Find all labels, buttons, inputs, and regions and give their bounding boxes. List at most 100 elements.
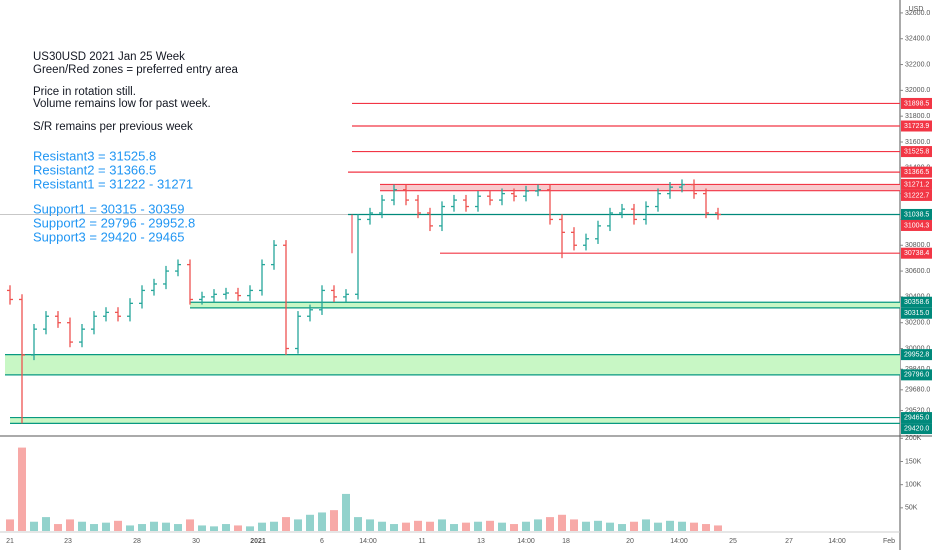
volume-bar bbox=[294, 519, 302, 531]
volume-bar bbox=[366, 519, 374, 531]
volume-bar bbox=[426, 521, 434, 531]
price-badge bbox=[901, 178, 932, 190]
level-note: Resistant2 = 31366.5 bbox=[33, 162, 156, 177]
price-badge bbox=[901, 146, 932, 158]
price-badge-label: 31038.5 bbox=[904, 211, 929, 218]
volume-bar bbox=[402, 522, 410, 531]
x-tick-label: 21 bbox=[6, 538, 14, 545]
y-tick-label: 30000.0 bbox=[905, 345, 930, 352]
note: Volume remains low for past week. bbox=[33, 98, 211, 110]
price-badge-label: 31004.3 bbox=[904, 222, 929, 229]
volume-bar bbox=[282, 517, 290, 531]
volume-bar bbox=[678, 521, 686, 531]
volume-bar bbox=[534, 519, 542, 531]
volume-bar bbox=[342, 493, 350, 531]
volume-bar bbox=[66, 519, 74, 531]
price-badge-label: 29420.0 bbox=[904, 425, 929, 432]
price-badge bbox=[901, 166, 932, 178]
volume-bar bbox=[438, 519, 446, 531]
volume-bar bbox=[198, 525, 206, 531]
y-tick-label: 30800.0 bbox=[905, 242, 930, 249]
price-badge bbox=[901, 369, 932, 381]
zone bbox=[190, 302, 900, 308]
x-tick-label: 30 bbox=[192, 538, 200, 545]
volume-bar bbox=[162, 522, 170, 531]
x-tick-label: 14:00 bbox=[670, 538, 688, 545]
volume-bar bbox=[570, 519, 578, 531]
volume-bar bbox=[150, 521, 158, 531]
x-tick-label: 23 bbox=[64, 538, 72, 545]
volume-bar bbox=[582, 521, 590, 531]
volume-bar bbox=[702, 524, 710, 531]
volume-bar bbox=[462, 522, 470, 531]
volume-bar bbox=[6, 519, 14, 531]
volume-bar bbox=[630, 521, 638, 531]
volume-bar bbox=[618, 524, 626, 531]
note: Green/Red zones = preferred entry area bbox=[33, 64, 238, 76]
volume-bar bbox=[30, 521, 38, 531]
price-badge bbox=[901, 219, 932, 231]
x-tick-label: 18 bbox=[562, 538, 570, 545]
y-tick-label: 32000.0 bbox=[905, 87, 930, 94]
volume-bar bbox=[654, 522, 662, 531]
price-badge bbox=[901, 189, 932, 201]
x-tick-label: Feb bbox=[883, 538, 895, 545]
level-note: Support3 = 29420 - 29465 bbox=[33, 229, 184, 244]
level-note: Support1 = 30315 - 30359 bbox=[33, 201, 184, 216]
volume-bar bbox=[414, 520, 422, 531]
volume-bar bbox=[174, 524, 182, 531]
note: US30USD 2021 Jan 25 Week bbox=[33, 51, 185, 63]
volume-bar bbox=[210, 526, 218, 531]
y-tick-label: 31600.0 bbox=[905, 139, 930, 146]
volume-bar bbox=[606, 522, 614, 531]
volume-bar bbox=[558, 514, 566, 531]
volume-bar bbox=[498, 522, 506, 531]
volume-bar bbox=[114, 520, 122, 531]
y-tick-label: 29680.0 bbox=[905, 387, 930, 394]
price-badge bbox=[901, 208, 932, 220]
volume-bar bbox=[690, 522, 698, 531]
price-badge-label: 30315.0 bbox=[904, 310, 929, 317]
volume-bar bbox=[186, 519, 194, 531]
volume-bar bbox=[450, 524, 458, 531]
y-tick-label: 31800.0 bbox=[905, 113, 930, 120]
y-tick-label: 32400.0 bbox=[905, 36, 930, 43]
note: Price in rotation still. bbox=[33, 86, 136, 98]
price-badge-label: 31525.8 bbox=[904, 148, 929, 155]
price-badge bbox=[901, 307, 932, 319]
price-badge-label: 29952.8 bbox=[904, 351, 929, 358]
volume-bar bbox=[474, 521, 482, 531]
vol-tick-label: 100K bbox=[905, 482, 922, 489]
volume-bar bbox=[714, 525, 722, 531]
volume-bar bbox=[234, 525, 242, 531]
x-tick-label: 28 bbox=[133, 538, 141, 545]
price-badge-label: 29465.0 bbox=[904, 414, 929, 421]
y-tick-label: 32200.0 bbox=[905, 61, 930, 68]
y-tick-label: 32600.0 bbox=[905, 10, 930, 17]
volume-bar bbox=[390, 524, 398, 531]
x-tick-label: 14:00 bbox=[359, 538, 377, 545]
x-tick-label: 13 bbox=[477, 538, 485, 545]
volume-bar bbox=[270, 521, 278, 531]
zone bbox=[380, 184, 900, 191]
price-badge-label: 31222.7 bbox=[904, 192, 929, 199]
vol-tick-label: 50K bbox=[905, 505, 918, 512]
price-badge bbox=[901, 423, 932, 435]
price-badge-label: 31723.9 bbox=[904, 123, 929, 130]
volume-bar bbox=[102, 522, 110, 531]
y-tick-label: 30600.0 bbox=[905, 268, 930, 275]
vol-tick-label: 150K bbox=[905, 458, 922, 465]
level-note: Resistant3 = 31525.8 bbox=[33, 148, 156, 163]
volume-bar bbox=[546, 517, 554, 531]
zone bbox=[5, 354, 900, 375]
price-badge bbox=[901, 120, 932, 132]
volume-bar bbox=[642, 519, 650, 531]
volume-bar bbox=[354, 517, 362, 531]
x-tick-label: 6 bbox=[320, 538, 324, 545]
volume-bar bbox=[306, 514, 314, 531]
x-tick-label: 27 bbox=[785, 538, 793, 545]
price-badge-label: 30358.6 bbox=[904, 299, 929, 306]
volume-bar bbox=[594, 520, 602, 531]
price-badge-label: 31898.5 bbox=[904, 100, 929, 107]
